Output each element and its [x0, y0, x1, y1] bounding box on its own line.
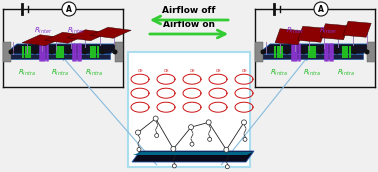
Text: $R_{intra}$: $R_{intra}$	[51, 68, 69, 78]
Circle shape	[353, 50, 356, 54]
Circle shape	[285, 50, 289, 54]
Circle shape	[113, 50, 117, 54]
Text: $R_{inter}$: $R_{inter}$	[67, 26, 86, 36]
Circle shape	[314, 2, 328, 16]
Text: $R_{intra}$: $R_{intra}$	[18, 68, 36, 78]
Bar	[367, 42, 375, 62]
Circle shape	[137, 148, 141, 152]
Circle shape	[83, 50, 87, 54]
Circle shape	[171, 146, 176, 151]
Bar	[255, 42, 263, 62]
Text: OH: OH	[163, 69, 169, 73]
Circle shape	[9, 50, 13, 54]
Text: $R_{inter}$: $R_{inter}$	[319, 26, 338, 36]
Text: $R_{inter}$: $R_{inter}$	[34, 26, 53, 36]
Text: OH: OH	[241, 69, 247, 73]
Circle shape	[67, 50, 70, 54]
Circle shape	[242, 120, 246, 125]
Circle shape	[335, 50, 339, 54]
Polygon shape	[22, 35, 63, 46]
Text: A: A	[66, 4, 72, 13]
Polygon shape	[258, 44, 375, 54]
Text: Airflow on: Airflow on	[163, 20, 215, 29]
Polygon shape	[5, 44, 122, 54]
Text: $R_{inter}$: $R_{inter}$	[286, 26, 305, 36]
Text: OH: OH	[137, 69, 143, 73]
Text: OH: OH	[215, 69, 221, 73]
Text: A: A	[318, 4, 324, 13]
Polygon shape	[132, 151, 254, 162]
Circle shape	[62, 2, 76, 16]
Circle shape	[190, 142, 194, 146]
Circle shape	[318, 50, 322, 54]
Circle shape	[243, 137, 247, 141]
Text: $R_{intra}$: $R_{intra}$	[303, 68, 321, 78]
Circle shape	[261, 50, 265, 54]
Polygon shape	[67, 30, 108, 41]
Circle shape	[153, 116, 158, 121]
Polygon shape	[90, 27, 131, 38]
Circle shape	[206, 120, 211, 125]
Text: Airflow off: Airflow off	[162, 6, 216, 15]
Polygon shape	[5, 54, 110, 59]
Text: $R_{intra}$: $R_{intra}$	[337, 68, 355, 78]
Circle shape	[50, 50, 53, 54]
Polygon shape	[321, 24, 349, 40]
Polygon shape	[258, 54, 363, 59]
Circle shape	[155, 133, 159, 138]
Text: OH: OH	[189, 69, 195, 73]
Circle shape	[208, 137, 212, 141]
Polygon shape	[133, 152, 253, 155]
Circle shape	[172, 164, 176, 168]
Bar	[115, 42, 123, 62]
Polygon shape	[45, 32, 86, 43]
Circle shape	[225, 165, 229, 169]
Circle shape	[33, 50, 37, 54]
Polygon shape	[275, 29, 303, 45]
Polygon shape	[298, 26, 326, 42]
Polygon shape	[343, 21, 371, 37]
Bar	[3, 42, 11, 62]
Circle shape	[101, 50, 104, 54]
Circle shape	[365, 50, 369, 54]
Circle shape	[302, 50, 305, 54]
Circle shape	[189, 125, 194, 130]
Bar	[128, 52, 250, 167]
Text: $R_{intra}$: $R_{intra}$	[270, 68, 288, 78]
Circle shape	[224, 147, 229, 152]
Text: $R_{intra}$: $R_{intra}$	[85, 68, 103, 78]
Circle shape	[135, 130, 141, 135]
